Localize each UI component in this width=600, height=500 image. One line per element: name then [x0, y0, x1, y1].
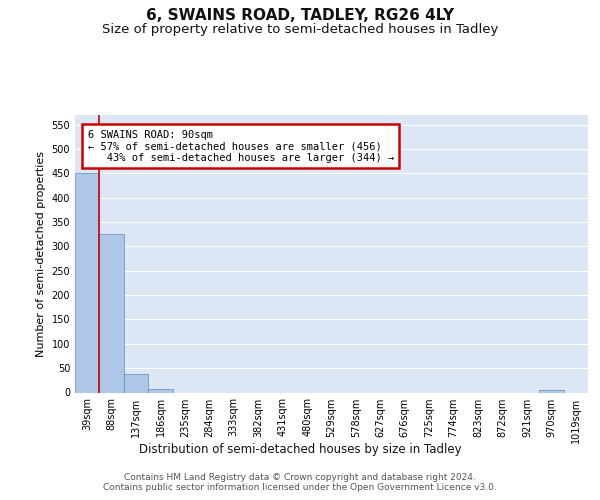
Bar [539, 390, 563, 392]
Bar [148, 389, 173, 392]
Bar [124, 374, 148, 392]
Text: 6, SWAINS ROAD, TADLEY, RG26 4LY: 6, SWAINS ROAD, TADLEY, RG26 4LY [146, 8, 454, 22]
Bar [100, 234, 124, 392]
Text: Size of property relative to semi-detached houses in Tadley: Size of property relative to semi-detach… [102, 22, 498, 36]
Y-axis label: Number of semi-detached properties: Number of semi-detached properties [36, 151, 46, 357]
Text: Contains HM Land Registry data © Crown copyright and database right 2024.
Contai: Contains HM Land Registry data © Crown c… [103, 472, 497, 492]
Text: 6 SWAINS ROAD: 90sqm
← 57% of semi-detached houses are smaller (456)
   43% of s: 6 SWAINS ROAD: 90sqm ← 57% of semi-detac… [88, 130, 394, 163]
Bar [75, 174, 100, 392]
Text: Distribution of semi-detached houses by size in Tadley: Distribution of semi-detached houses by … [139, 442, 461, 456]
